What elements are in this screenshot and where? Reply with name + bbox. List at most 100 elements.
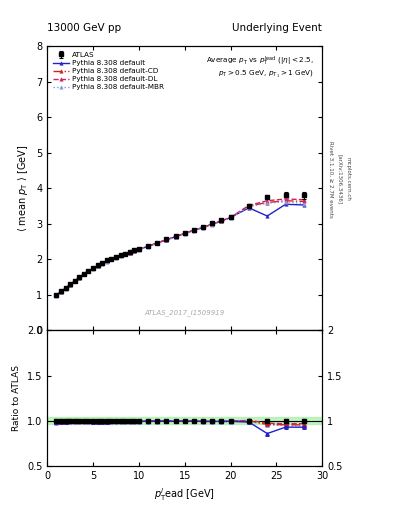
Bar (47, 417, 322, 424)
Pythia 8.308 default-DL (109, 256, 114, 262)
Pythia 8.308 default-CD (54, 292, 59, 298)
Pythia 8.308 default-CD (63, 285, 68, 291)
Pythia 8.308 default-MBR (95, 263, 100, 269)
X-axis label: $p_{\mathrm{T}}^{l}$ead [GeV]: $p_{\mathrm{T}}^{l}$ead [GeV] (154, 486, 215, 503)
Pythia 8.308 default-CD (301, 198, 306, 204)
Pythia 8.308 default (146, 243, 151, 249)
Pythia 8.308 default (105, 258, 109, 264)
Pythia 8.308 default-MBR (283, 199, 288, 205)
Pythia 8.308 default-DL (91, 265, 95, 271)
Pythia 8.308 default-CD (109, 256, 114, 262)
Pythia 8.308 default (63, 285, 68, 291)
Pythia 8.308 default-CD (246, 203, 251, 209)
Pythia 8.308 default-CD (95, 263, 100, 269)
Pythia 8.308 default-DL (191, 227, 196, 233)
Pythia 8.308 default-MBR (201, 225, 206, 231)
Text: [arXiv:1306.3436]: [arXiv:1306.3436] (337, 154, 342, 204)
Text: ATLAS_2017_I1509919: ATLAS_2017_I1509919 (145, 310, 225, 316)
Pythia 8.308 default-MBR (136, 247, 141, 253)
Pythia 8.308 default (201, 224, 206, 230)
Line: Pythia 8.308 default-DL: Pythia 8.308 default-DL (55, 197, 306, 297)
Pythia 8.308 default-MBR (114, 254, 118, 261)
Pythia 8.308 default-CD (146, 243, 151, 249)
Pythia 8.308 default-DL (201, 224, 206, 230)
Pythia 8.308 default-MBR (182, 231, 187, 237)
Pythia 8.308 default (54, 292, 59, 298)
Pythia 8.308 default-DL (301, 197, 306, 203)
Pythia 8.308 default-CD (123, 251, 127, 257)
Pythia 8.308 default-DL (136, 246, 141, 252)
Pythia 8.308 default-DL (95, 263, 100, 269)
Pythia 8.308 default-DL (105, 258, 109, 264)
Pythia 8.308 default-CD (136, 246, 141, 252)
Pythia 8.308 default-CD (114, 254, 118, 260)
Pythia 8.308 default-CD (100, 260, 105, 266)
Pythia 8.308 default-DL (59, 289, 63, 295)
Pythia 8.308 default-MBR (91, 266, 95, 272)
Pythia 8.308 default (100, 260, 105, 266)
Line: Pythia 8.308 default-MBR: Pythia 8.308 default-MBR (55, 200, 306, 297)
Pythia 8.308 default-DL (86, 268, 91, 274)
Pythia 8.308 default (132, 248, 137, 254)
Pythia 8.308 default-CD (210, 221, 215, 227)
Pythia 8.308 default-DL (132, 248, 137, 254)
Line: Pythia 8.308 default-CD: Pythia 8.308 default-CD (55, 199, 306, 297)
Pythia 8.308 default (114, 254, 118, 260)
Pythia 8.308 default (109, 256, 114, 262)
Pythia 8.308 default-DL (283, 196, 288, 202)
Text: 13000 GeV pp: 13000 GeV pp (47, 23, 121, 33)
Pythia 8.308 default (155, 240, 160, 246)
Pythia 8.308 default-MBR (59, 289, 63, 295)
Pythia 8.308 default-CD (132, 248, 137, 254)
Pythia 8.308 default-DL (100, 260, 105, 266)
Pythia 8.308 default-MBR (228, 215, 233, 221)
Pythia 8.308 default-MBR (132, 248, 137, 254)
Pythia 8.308 default (127, 249, 132, 255)
Pythia 8.308 default (182, 230, 187, 237)
Pythia 8.308 default-DL (81, 271, 86, 277)
Pythia 8.308 default-DL (164, 237, 169, 243)
Pythia 8.308 default-MBR (100, 261, 105, 267)
Pythia 8.308 default-MBR (127, 250, 132, 256)
Pythia 8.308 default-CD (155, 240, 160, 246)
Y-axis label: Ratio to ATLAS: Ratio to ATLAS (12, 365, 21, 431)
Pythia 8.308 default-DL (123, 251, 127, 257)
Pythia 8.308 default-MBR (301, 201, 306, 207)
Pythia 8.308 default-DL (182, 230, 187, 237)
Text: Average $p_\mathrm{T}$ vs $p_\mathrm{T}^\mathrm{lead}$ ($|\eta| < 2.5$,
$p_\math: Average $p_\mathrm{T}$ vs $p_\mathrm{T}^… (206, 55, 314, 80)
Pythia 8.308 default-CD (77, 274, 82, 281)
Pythia 8.308 default-CD (59, 289, 63, 295)
Pythia 8.308 default-CD (219, 218, 224, 224)
Pythia 8.308 default-DL (127, 249, 132, 255)
Pythia 8.308 default (136, 246, 141, 252)
Pythia 8.308 default-MBR (246, 204, 251, 210)
Pythia 8.308 default (123, 251, 127, 257)
Pythia 8.308 default (86, 268, 91, 274)
Pythia 8.308 default (68, 282, 72, 288)
Pythia 8.308 default-CD (265, 200, 270, 206)
Pythia 8.308 default-MBR (63, 286, 68, 292)
Legend: ATLAS, Pythia 8.308 default, Pythia 8.308 default-CD, Pythia 8.308 default-DL, P: ATLAS, Pythia 8.308 default, Pythia 8.30… (51, 50, 166, 93)
Pythia 8.308 default (118, 252, 123, 259)
Pythia 8.308 default (81, 271, 86, 277)
Pythia 8.308 default (173, 233, 178, 240)
Pythia 8.308 default-MBR (68, 282, 72, 288)
Pythia 8.308 default-CD (164, 237, 169, 243)
Pythia 8.308 default-MBR (155, 240, 160, 246)
Pythia 8.308 default-MBR (86, 268, 91, 274)
Pythia 8.308 default-MBR (173, 234, 178, 240)
Pythia 8.308 default (219, 218, 224, 224)
Pythia 8.308 default-CD (72, 278, 77, 284)
Pythia 8.308 default (228, 215, 233, 221)
Pythia 8.308 default-MBR (164, 237, 169, 243)
Pythia 8.308 default-MBR (123, 251, 127, 258)
Pythia 8.308 default-CD (81, 271, 86, 277)
Pythia 8.308 default-MBR (191, 227, 196, 233)
Pythia 8.308 default-DL (210, 221, 215, 227)
Pythia 8.308 default-CD (91, 265, 95, 271)
Pythia 8.308 default (301, 202, 306, 208)
Pythia 8.308 default-MBR (54, 292, 59, 298)
Pythia 8.308 default-DL (118, 252, 123, 259)
Pythia 8.308 default (72, 278, 77, 284)
Pythia 8.308 default-DL (72, 278, 77, 284)
